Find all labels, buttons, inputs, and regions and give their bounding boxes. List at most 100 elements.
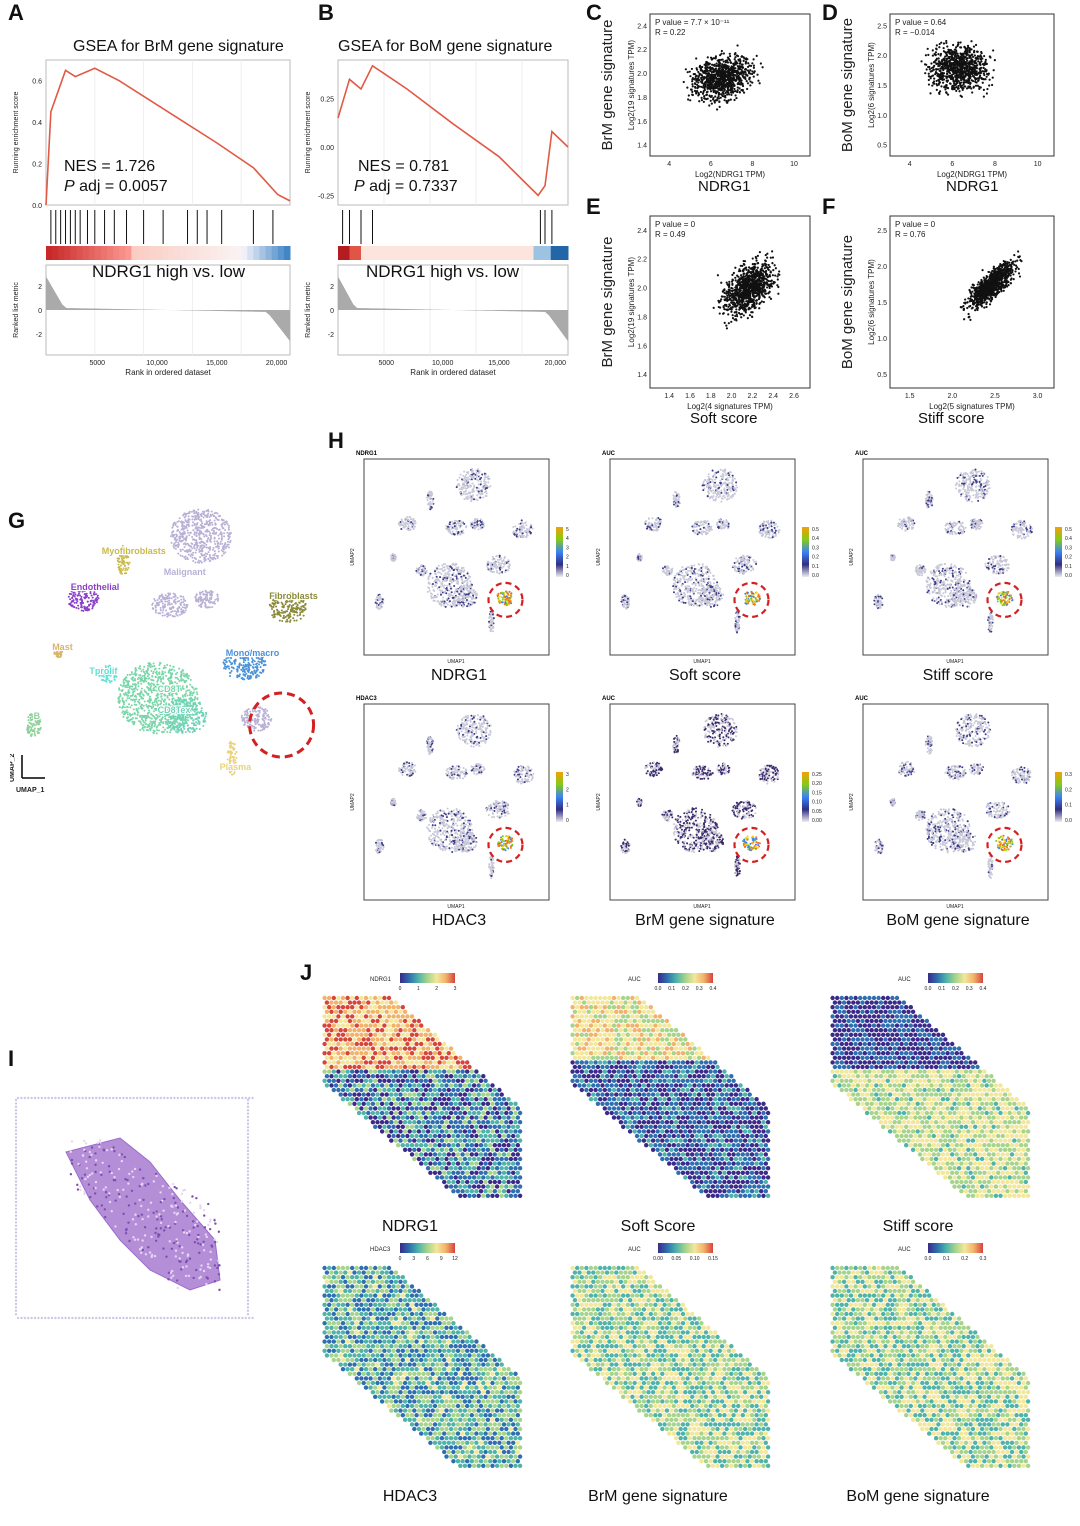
umap-cell [88, 603, 91, 606]
scatter-point [932, 80, 936, 83]
scatter-point [752, 266, 755, 269]
scatter-point [962, 59, 965, 62]
scatter-panel-c: P value = 7.7 × 10⁻¹¹ R = 0.22 4 6 8 10 1.4 1.6… [590, 8, 820, 198]
scatter-point [735, 308, 738, 311]
scatter-point [971, 66, 974, 69]
scatter-point [991, 277, 994, 280]
scatter-point [976, 50, 979, 53]
umap-cell [183, 537, 186, 540]
umap-cell [225, 545, 228, 548]
scatter-point [723, 291, 726, 294]
umap-cell [199, 560, 202, 563]
umap-cell [122, 567, 125, 570]
scatter-point [939, 61, 942, 64]
scatter-point [736, 86, 739, 89]
scatter-point [734, 94, 737, 97]
umap-cell [191, 518, 194, 521]
umap-cell [195, 523, 198, 526]
scatter-point [714, 67, 718, 70]
scatter-point [756, 262, 759, 265]
umap-cell [165, 596, 168, 599]
scatter-point [690, 67, 694, 71]
umap-cell [76, 587, 79, 590]
scatter-point [942, 50, 946, 53]
rank-colorbar-segment [253, 246, 260, 260]
scatter-point [723, 308, 726, 311]
scatter-point [957, 76, 961, 79]
scatter-point [689, 99, 692, 102]
umap-cell [210, 536, 213, 539]
panel-letter-g: G [8, 508, 25, 534]
axis-text: 10 [1034, 161, 1042, 168]
umap-cell [80, 598, 83, 601]
gsea-panel-bom: GSEA for BoM gene signature 0.25 0.00 -0.2… [300, 30, 580, 390]
scatter-point [945, 91, 948, 95]
umap-cell [185, 536, 188, 539]
scatter-point [979, 62, 982, 65]
scatter-point [762, 295, 765, 298]
scatter-point [760, 300, 763, 303]
umap-cell [180, 595, 183, 598]
axis-text: 0.00 [320, 145, 334, 152]
umap-cell [199, 598, 202, 601]
umap-cell [198, 591, 201, 594]
scatter-point [936, 84, 939, 87]
umap-cell [154, 606, 157, 609]
scatter-point [726, 59, 729, 62]
umap-cell [219, 533, 222, 536]
scatter-point [948, 74, 951, 78]
scatter-point [1003, 261, 1007, 264]
umap-cell [206, 593, 209, 596]
umap-cell [80, 606, 83, 609]
axis-text: 2.0 [637, 286, 647, 293]
rank-colorbar-segment [137, 246, 145, 260]
scatter-point [992, 270, 996, 273]
scatter-point [753, 291, 756, 294]
scatter-point [722, 66, 725, 69]
scatter-point [733, 58, 736, 61]
scatter-point [731, 273, 734, 276]
axis-text: 8 [750, 161, 754, 168]
axis-text: 2.0 [947, 393, 957, 400]
scatter-point [732, 271, 735, 275]
umap-cell [154, 599, 157, 602]
umap-cell [221, 546, 224, 549]
umap-cell [203, 556, 206, 559]
scatter-point [735, 299, 738, 302]
scatter-point [974, 80, 977, 84]
umap-cell [182, 595, 185, 598]
scatter-point [1006, 261, 1009, 265]
scatter-point [708, 81, 711, 84]
rank-colorbar-segment [372, 246, 379, 260]
scatter-point [770, 285, 774, 288]
umap-cell [182, 524, 185, 527]
scatter-point [726, 309, 729, 312]
umap-cell [73, 595, 76, 598]
scatter-point [977, 57, 980, 60]
umap-cell [206, 520, 209, 523]
umap-cell [163, 598, 166, 601]
scatter-point [757, 79, 760, 82]
scatter-point [972, 86, 975, 89]
scatter-point [1016, 259, 1019, 262]
scatter-point [727, 313, 730, 316]
scatter-point [991, 285, 994, 288]
padj-value: adj = 0.0057 [79, 178, 168, 195]
umap-cell [210, 557, 213, 560]
scatter-point [729, 75, 732, 78]
scatter-point [748, 286, 752, 290]
scatter-point [1003, 271, 1007, 274]
scatter-point [746, 82, 750, 85]
scatter-point [766, 267, 769, 270]
umap-cell [184, 513, 187, 516]
scatter-point [737, 311, 741, 315]
umap-cell [86, 608, 89, 611]
scatter-point [932, 66, 935, 69]
scatter-point [938, 91, 941, 94]
umap-cell [209, 519, 212, 522]
scatter-point [776, 278, 779, 281]
umap-cell [182, 597, 185, 600]
umap-cell [206, 553, 209, 556]
scatter-point [691, 80, 694, 83]
scatter-point [979, 74, 982, 77]
